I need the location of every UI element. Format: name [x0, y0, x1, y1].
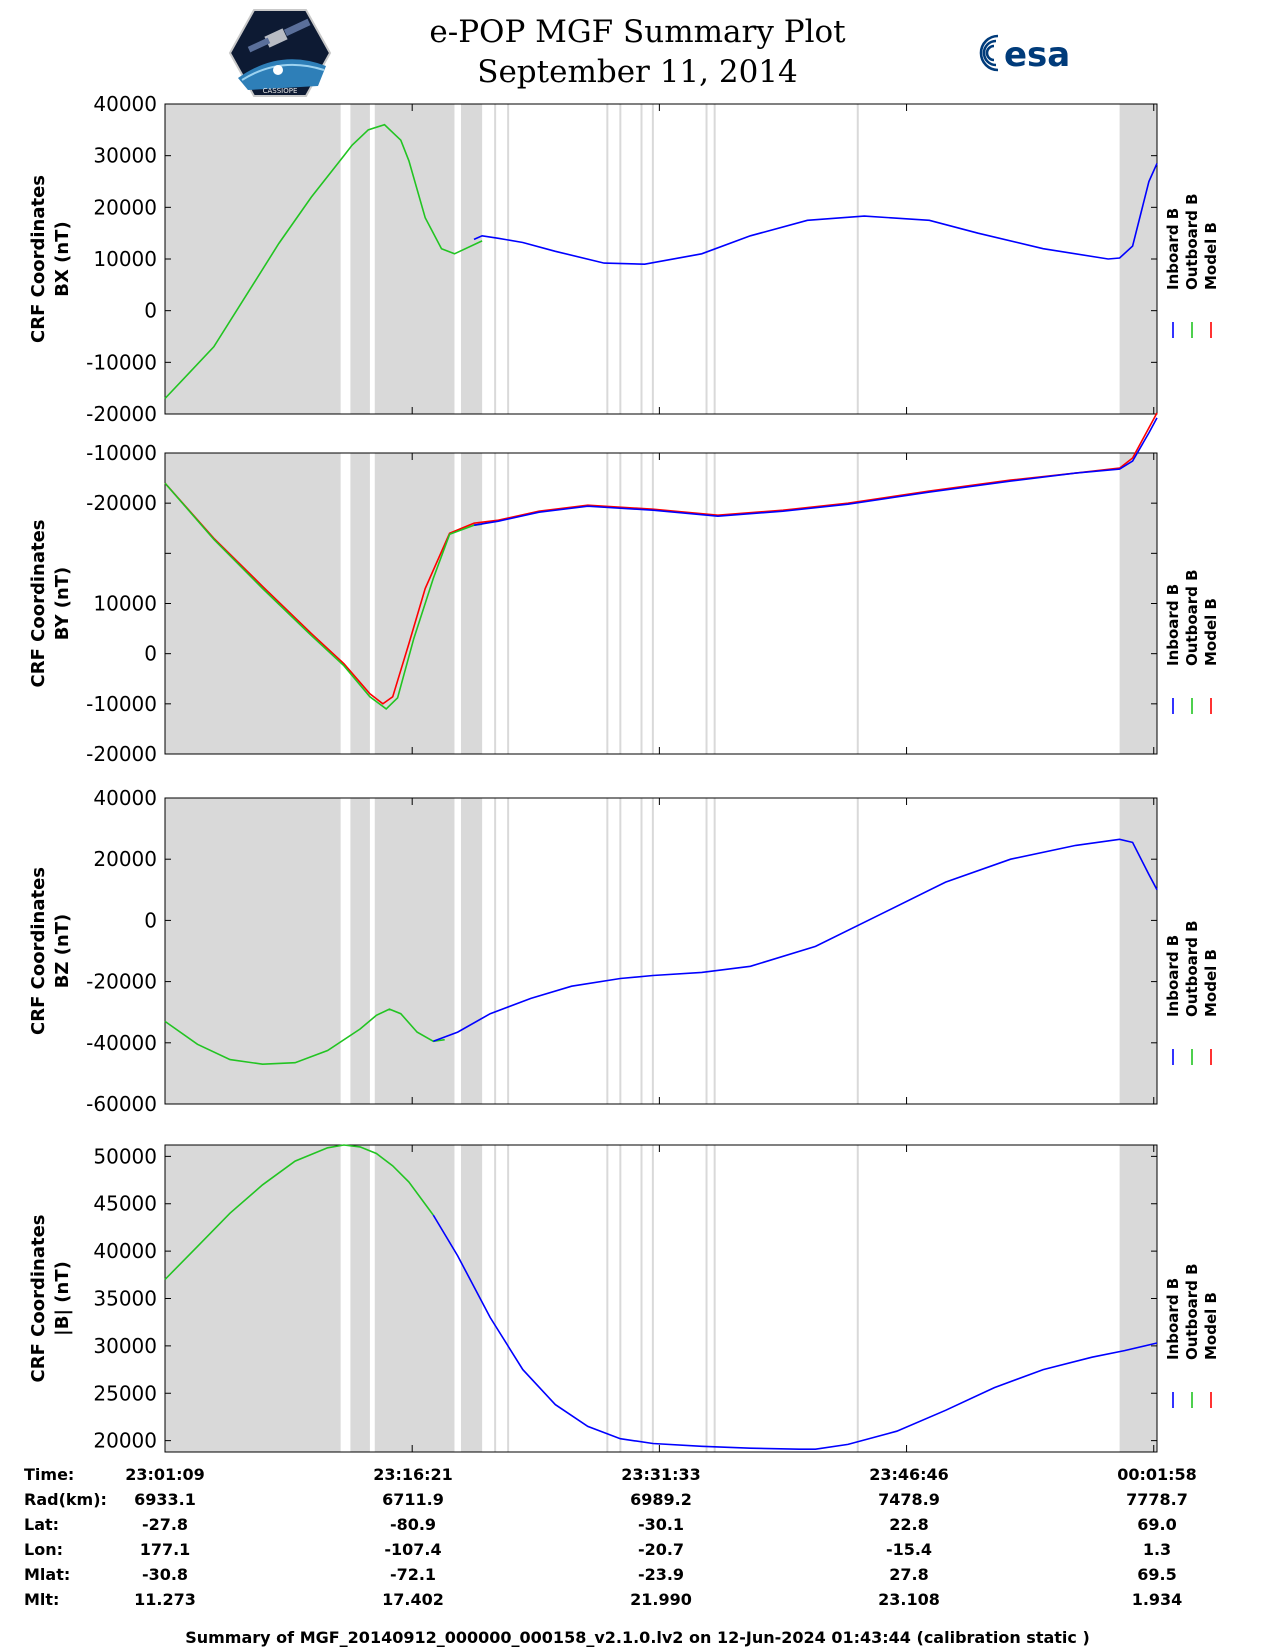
- legend-label: Outboard B: [1183, 569, 1201, 666]
- y-tick-label: 10000: [93, 247, 157, 271]
- series-outboard-b: [164, 123, 483, 400]
- plot-title-block: e-POP MGF Summary Plot September 11, 201…: [0, 12, 1275, 92]
- y-tick-label: -10000: [86, 350, 157, 374]
- series-inboard-b: [433, 838, 1158, 1043]
- series-outboard-b: [164, 482, 483, 710]
- legend-label: Outboard B: [1183, 193, 1201, 290]
- series-inboard-b: [473, 417, 1158, 526]
- y-tick-label: -20000: [86, 742, 157, 766]
- shaded-interval: [1119, 1145, 1157, 1452]
- shaded-interval: [165, 104, 341, 414]
- y-tick-label: 30000: [93, 1334, 157, 1358]
- shaded-interval: [374, 453, 455, 754]
- y-axis-label: BY (nT): [52, 567, 73, 641]
- plot-title: e-POP MGF Summary Plot: [429, 14, 846, 50]
- esa-logo: esa: [979, 34, 1070, 75]
- esa-logo-text: esa: [1004, 35, 1070, 75]
- legend-label: Model B: [1202, 949, 1220, 1017]
- shaded-interval: [1119, 453, 1157, 754]
- shaded-interval: [374, 1145, 455, 1452]
- y-tick-label: -20000: [86, 970, 157, 994]
- y-tick-label: 40000: [93, 786, 157, 810]
- shaded-interval: [460, 104, 483, 414]
- series-inboard-b: [473, 163, 1158, 266]
- shaded-interval: [460, 453, 483, 754]
- legend-label: Inboard B: [1164, 935, 1182, 1017]
- panel-bx: 40000 30000 20000 10000 0 -10000 -20000 CRF Coo…: [28, 92, 1220, 426]
- plot-date: September 11, 2014: [477, 54, 798, 90]
- y-axis-label: |B| (nT): [52, 1261, 73, 1336]
- y-axis-label: CRF Coordinates: [28, 1215, 49, 1383]
- y-tick-label: 45000: [93, 1192, 157, 1216]
- y-tick-label: -40000: [86, 1031, 157, 1055]
- y-tick-label: -10000: [86, 441, 157, 465]
- shaded-interval: [350, 798, 370, 1104]
- y-axis-label: BZ (nT): [52, 914, 73, 989]
- shaded-interval: [460, 1145, 483, 1452]
- y-tick-label: 0: [144, 642, 157, 666]
- shaded-interval: [165, 453, 341, 754]
- y-tick-label: 0: [144, 299, 157, 323]
- cassiope-logo: CASSIOPE: [228, 9, 332, 97]
- series-outboard-b: [164, 1008, 445, 1066]
- y-tick-label: -10000: [86, 692, 157, 716]
- panel-bz: 40000 20000 0 -20000 -40000 -60000 CRF Coordin…: [28, 786, 1220, 1116]
- panel-by: -10000 -20000 10000 0 -10000 -20000 CRF Coordi…: [28, 412, 1220, 766]
- shaded-interval: [374, 104, 455, 414]
- y-axis-label: CRF Coordinates: [28, 175, 49, 343]
- y-tick-label: 20000: [93, 1429, 157, 1453]
- y-tick-label: 25000: [93, 1381, 157, 1405]
- shaded-interval: [350, 104, 370, 414]
- series-inboard-b: [432, 1214, 1158, 1450]
- shaded-interval: [374, 798, 455, 1104]
- legend-label: Inboard B: [1164, 584, 1182, 666]
- series-outboard-b: [164, 1144, 434, 1281]
- cassiope-logo-text: CASSIOPE: [263, 87, 298, 95]
- shaded-interval: [350, 1145, 370, 1452]
- y-tick-label: 20000: [93, 195, 157, 219]
- legend-label: Model B: [1202, 598, 1220, 666]
- panel-bmag: 50000 45000 40000 35000 30000 25000 20000 CRF C…: [28, 1144, 1220, 1453]
- shaded-interval: [165, 1145, 341, 1452]
- summary-line: Summary of MGF_20140912_000000_000158_v2…: [185, 1628, 1090, 1647]
- y-tick-label: 35000: [93, 1287, 157, 1311]
- legend-label: Inboard B: [1164, 1278, 1182, 1360]
- legend-label: Outboard B: [1183, 1263, 1201, 1360]
- y-tick-label: 50000: [93, 1144, 157, 1168]
- y-tick-label: 30000: [93, 144, 157, 168]
- shaded-interval: [460, 798, 483, 1104]
- shaded-interval: [350, 453, 370, 754]
- shaded-interval: [1119, 104, 1157, 414]
- y-tick-label: -20000: [86, 491, 157, 515]
- y-axis-label: CRF Coordinates: [28, 867, 49, 1035]
- shaded-interval: [1119, 798, 1157, 1104]
- y-axis-label: BX (nT): [52, 221, 73, 296]
- y-tick-label: -20000: [86, 402, 157, 426]
- y-tick-label: -60000: [86, 1092, 157, 1116]
- y-axis-label: CRF Coordinates: [28, 520, 49, 688]
- plot-frame: [164, 797, 1158, 1105]
- legend-label: Model B: [1202, 1292, 1220, 1360]
- y-tick-label: 40000: [93, 1239, 157, 1263]
- y-tick-label: 40000: [93, 92, 157, 116]
- y-tick-label: 0: [144, 908, 157, 932]
- shaded-interval: [165, 798, 341, 1104]
- y-tick-label: 10000: [93, 592, 157, 616]
- legend-label: Outboard B: [1183, 920, 1201, 1017]
- y-tick-label: 20000: [93, 847, 157, 871]
- legend-label: Inboard B: [1164, 208, 1182, 290]
- legend-label: Model B: [1202, 222, 1220, 290]
